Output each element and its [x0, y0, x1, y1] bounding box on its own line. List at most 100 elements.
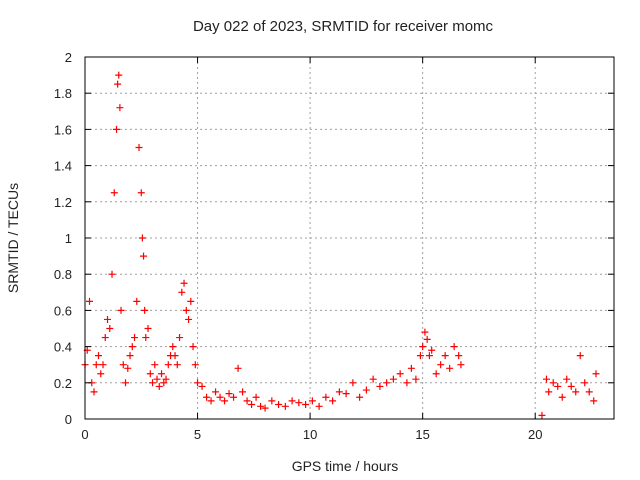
data-point [421, 328, 429, 336]
data-point [113, 125, 121, 133]
data-point [590, 397, 598, 405]
data-point [198, 382, 206, 390]
y-tick-label: 0.4 [54, 340, 72, 355]
x-tick-label: 15 [415, 427, 429, 442]
data-point [457, 361, 465, 369]
data-point [171, 352, 179, 360]
data-point [558, 393, 566, 401]
data-point [389, 375, 397, 383]
chart-title: Day 022 of 2023, SRMTID for receiver mom… [193, 18, 494, 35]
y-tick-label: 1.6 [54, 122, 72, 137]
data-point [221, 397, 229, 405]
y-tick-label: 0 [65, 412, 72, 427]
data-point [97, 370, 105, 378]
data-point [95, 352, 103, 360]
data-point [126, 352, 134, 360]
data-point [146, 370, 154, 378]
data-point [554, 382, 562, 390]
data-point [545, 388, 553, 396]
data-point [106, 325, 114, 332]
data-point [419, 343, 427, 351]
data-point [549, 379, 557, 387]
data-point [261, 404, 269, 412]
data-point [104, 315, 112, 323]
data-point [124, 364, 132, 372]
data-point [335, 388, 343, 396]
data-point [281, 402, 289, 410]
data-point [212, 388, 220, 396]
x-axis-label: GPS time / hours [292, 458, 399, 474]
data-point [437, 361, 445, 369]
data-point [119, 361, 127, 369]
y-tick-label: 2 [65, 50, 72, 65]
data-point [252, 393, 260, 401]
data-point [592, 370, 600, 378]
data-point [538, 411, 546, 419]
data-point [114, 80, 122, 88]
data-point [116, 104, 124, 112]
data-point [141, 306, 149, 314]
data-point [257, 402, 265, 410]
data-point [86, 297, 94, 305]
data-point [275, 401, 283, 409]
data-point [585, 388, 593, 396]
data-point [455, 352, 463, 360]
data-point [176, 334, 184, 342]
data-point [329, 397, 337, 405]
data-point [178, 288, 186, 296]
data-point [407, 364, 415, 372]
data-point [108, 270, 116, 278]
data-point [302, 401, 310, 409]
data-point [182, 306, 190, 314]
x-tick-label: 0 [81, 427, 88, 442]
data-point [396, 370, 404, 378]
data-point [349, 379, 357, 387]
data-point [158, 370, 166, 378]
data-point [187, 297, 195, 305]
data-point [295, 399, 303, 407]
data-points [81, 71, 600, 419]
grid [85, 57, 614, 419]
data-point [135, 144, 143, 151]
data-point [122, 379, 130, 387]
data-point [128, 343, 136, 351]
data-point [216, 393, 224, 401]
data-point [140, 252, 148, 260]
data-point [234, 364, 242, 372]
data-point [207, 397, 215, 405]
data-point [308, 397, 316, 405]
data-point [191, 361, 199, 369]
data-point [450, 343, 458, 351]
data-point [101, 334, 109, 342]
data-point [288, 397, 296, 405]
y-tick-label: 1 [65, 231, 72, 246]
data-point [131, 334, 139, 342]
data-point [248, 401, 256, 409]
data-point [162, 375, 170, 383]
axis-ticks: 0 5 10 15 20 0 0.2 0.4 0.6 0.8 1 1.2 1.4 1.6 1.8 2 [54, 50, 614, 442]
data-point [194, 379, 202, 387]
data-point [169, 343, 177, 351]
data-point [153, 375, 161, 383]
data-point [563, 375, 571, 383]
data-point [230, 393, 238, 401]
data-point [428, 346, 436, 354]
data-point [425, 352, 433, 360]
data-point [164, 361, 172, 369]
data-point [151, 361, 159, 369]
data-point [416, 352, 424, 360]
data-point [572, 388, 580, 396]
x-tick-label: 5 [194, 427, 201, 442]
data-point [133, 297, 141, 305]
data-point [423, 335, 431, 343]
data-point [99, 361, 107, 369]
data-point [576, 352, 584, 360]
data-point [412, 375, 420, 383]
data-point [362, 386, 370, 394]
data-point [369, 375, 377, 383]
data-point [189, 343, 197, 351]
data-point [376, 382, 384, 390]
data-point [322, 393, 330, 401]
data-point [92, 361, 100, 369]
data-point [315, 402, 323, 410]
